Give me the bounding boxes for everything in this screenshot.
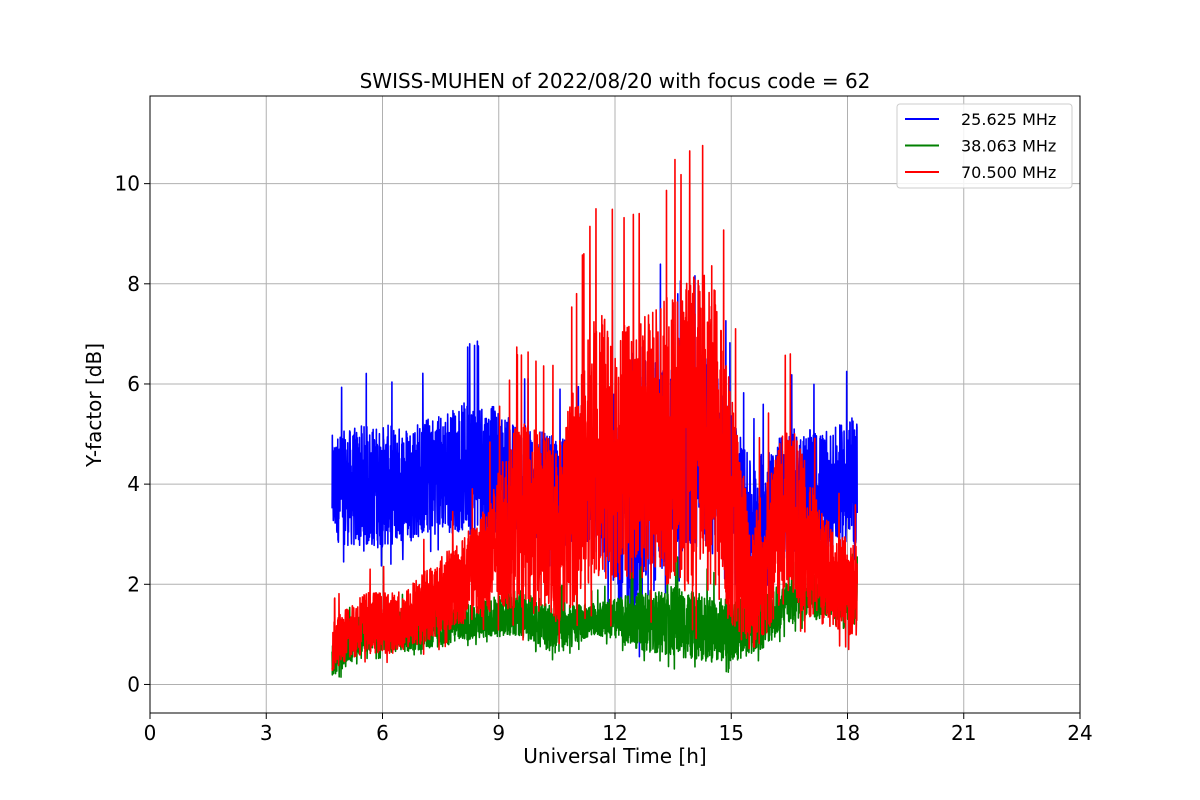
x-tick-label: 15 xyxy=(719,721,744,745)
x-tick-label: 3 xyxy=(260,721,273,745)
x-tick-label: 24 xyxy=(1067,721,1092,745)
y-tick-label: 0 xyxy=(127,672,140,696)
y-tick-label: 6 xyxy=(127,372,140,396)
y-tick-label: 4 xyxy=(127,472,140,496)
series-line-3 xyxy=(331,144,858,672)
legend-label: 38.063 MHz xyxy=(961,137,1056,156)
legend-label: 70.500 MHz xyxy=(961,163,1056,182)
x-tick-label: 0 xyxy=(144,721,157,745)
y-tick-label: 2 xyxy=(127,572,140,596)
x-tick-label: 9 xyxy=(492,721,505,745)
legend-box xyxy=(896,103,1073,189)
legend-label: 25.625 MHz xyxy=(961,110,1056,129)
y-tick-label: 10 xyxy=(115,172,140,196)
x-tick-label: 21 xyxy=(951,721,976,745)
y-tick-label: 8 xyxy=(127,272,140,296)
x-axis-label: Universal Time [h] xyxy=(523,744,706,768)
y-axis-label: Y-factor [dB] xyxy=(82,343,106,468)
chart-title: SWISS-MUHEN of 2022/08/20 with focus cod… xyxy=(360,69,871,93)
plot-area xyxy=(331,144,858,678)
x-tick-label: 18 xyxy=(835,721,860,745)
legend: 25.625 MHz 38.063 MHz 70.500 MHz xyxy=(896,103,1073,189)
x-tick-label: 6 xyxy=(376,721,389,745)
x-tick-label: 12 xyxy=(602,721,627,745)
